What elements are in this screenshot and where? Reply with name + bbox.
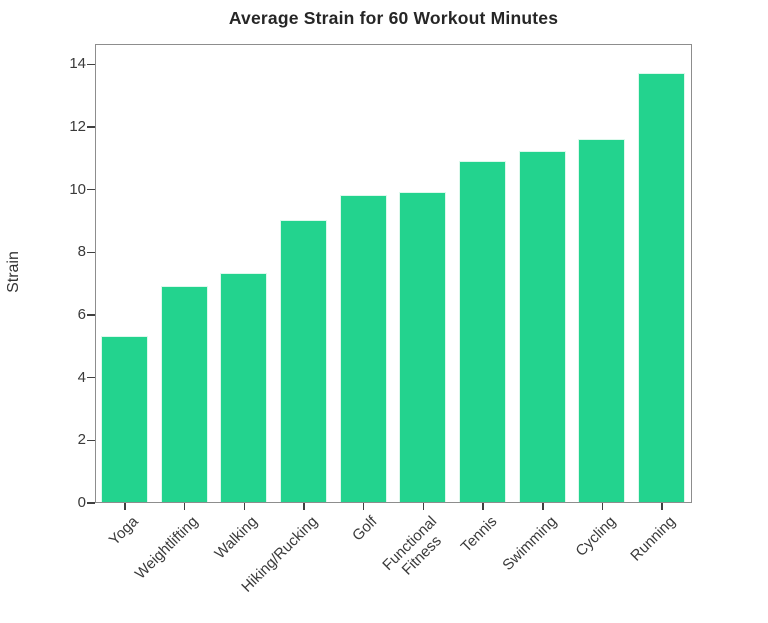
x-tick-mark [482,503,484,510]
x-tick-label-swimming: Swimming [498,513,560,574]
x-tick-label-cycling: Cycling [572,513,620,560]
x-tick-label-weightlifting: Weightlifting [131,513,202,583]
x-tick-mark [601,503,604,510]
bar-functional-fitness [399,191,447,502]
y-tick-label-12: 12 [69,118,86,136]
bar-weightlifting [160,285,208,502]
bar-running [638,72,686,502]
x-tick-label-golf: Golf [349,513,381,545]
bar-hiking-rucking [279,220,327,502]
y-tick-label-4: 4 [77,368,86,386]
x-tick-mark [422,503,425,510]
x-tick-mark [362,503,365,510]
chart-title: Average Strain for 60 Workout Minutes [228,8,559,28]
x-tick-mark [661,503,663,510]
y-tick-label-6: 6 [77,306,86,323]
y-tick-mark [87,314,95,316]
y-tick-label-0: 0 [77,494,86,511]
y-tick-label-10: 10 [69,180,86,198]
x-tick-label-functional-fitness: Functional Fitness [379,513,446,579]
x-tick-mark [542,503,544,510]
y-tick-mark [87,63,95,66]
x-tick-mark [124,503,126,510]
y-axis-label: Strain [5,251,22,293]
x-tick-mark [183,503,186,510]
x-tick-mark [243,503,245,510]
y-tick-mark [87,439,95,442]
x-tick-label-walking: Walking [211,513,262,563]
y-tick-mark [87,251,95,254]
y-tick-label-2: 2 [77,431,86,449]
bar-cycling [578,138,626,502]
y-tick-label-8: 8 [77,243,86,261]
y-tick-mark [87,502,95,504]
plot-area [95,44,692,503]
bar-tennis [459,160,507,502]
bar-swimming [518,151,566,502]
y-tick-mark [87,188,95,191]
y-tick-label-14: 14 [69,55,86,73]
bar-walking [220,273,268,502]
x-tick-label-tennis: Tennis [457,513,501,556]
y-tick-mark [87,376,95,379]
y-tick-mark [87,126,95,128]
x-tick-label-running: Running [627,513,680,565]
bar-golf [339,194,387,502]
bar-yoga [100,335,148,502]
x-tick-mark [303,503,305,510]
x-tick-label-yoga: Yoga [106,513,142,549]
